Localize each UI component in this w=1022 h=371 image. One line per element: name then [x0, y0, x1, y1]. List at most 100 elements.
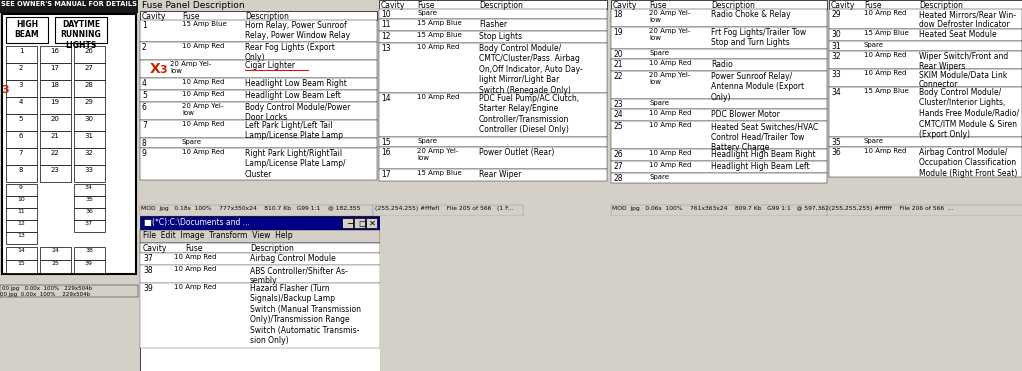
- Text: 10 Amp Red: 10 Amp Red: [864, 148, 907, 154]
- Text: 26: 26: [85, 48, 93, 54]
- Bar: [140, 102, 377, 120]
- Text: Heated Seat Module: Heated Seat Module: [919, 30, 996, 39]
- Bar: [379, 19, 607, 31]
- Text: 36: 36: [831, 148, 841, 157]
- Text: ■: ■: [143, 218, 151, 227]
- Text: 15 Amp Blue: 15 Amp Blue: [864, 30, 909, 36]
- Text: 30: 30: [85, 116, 93, 122]
- Bar: [140, 60, 377, 78]
- Bar: [611, 149, 827, 161]
- Text: 14: 14: [381, 94, 390, 103]
- Bar: [55, 17, 107, 43]
- Text: 8: 8: [142, 139, 147, 148]
- Bar: [74, 63, 105, 80]
- Bar: [829, 137, 1022, 147]
- Bar: [140, 11, 377, 20]
- Bar: [140, 120, 377, 138]
- Bar: [140, 265, 380, 283]
- Text: 18: 18: [50, 82, 59, 88]
- Bar: [40, 148, 71, 165]
- Text: Spare: Spare: [864, 42, 884, 48]
- Text: 10 Amp Red: 10 Amp Red: [864, 70, 907, 76]
- Text: 13: 13: [17, 233, 25, 238]
- Bar: [611, 109, 827, 121]
- Text: 10 Amp Red: 10 Amp Red: [649, 60, 691, 66]
- Text: 23: 23: [50, 167, 59, 173]
- Text: Cavity: Cavity: [613, 1, 638, 10]
- Text: 10: 10: [17, 197, 25, 202]
- Text: 10 Amp Red: 10 Amp Red: [182, 91, 225, 97]
- Text: 34: 34: [831, 88, 841, 97]
- Text: 10 Amp Red: 10 Amp Red: [649, 150, 691, 156]
- Text: Cavity: Cavity: [381, 1, 406, 10]
- Text: 6: 6: [18, 133, 24, 139]
- Bar: [611, 205, 827, 216]
- Text: Fuse: Fuse: [417, 1, 434, 10]
- Text: 38: 38: [143, 266, 152, 275]
- Bar: [140, 90, 377, 102]
- Text: 25: 25: [51, 261, 59, 266]
- Text: 26: 26: [613, 150, 622, 159]
- Text: 35: 35: [85, 197, 93, 202]
- Bar: [829, 147, 1022, 177]
- Bar: [611, 173, 827, 183]
- Text: 16: 16: [50, 48, 59, 54]
- Text: 31: 31: [85, 133, 93, 139]
- Text: 10 Amp Red: 10 Amp Red: [417, 44, 459, 50]
- Bar: [74, 131, 105, 148]
- Text: 3: 3: [18, 82, 24, 88]
- Text: 6: 6: [142, 103, 147, 112]
- Bar: [140, 253, 380, 265]
- Text: Body Control Module/
Cluster/Interior Lights,
Hands Free Module/Radio/
CMTC/ITM : Body Control Module/ Cluster/Interior Li…: [919, 88, 1019, 139]
- Bar: [829, 29, 1022, 41]
- Text: Flasher: Flasher: [479, 20, 507, 29]
- Bar: [40, 114, 71, 131]
- Text: 10 Amp Red: 10 Amp Red: [417, 94, 459, 100]
- Bar: [74, 114, 105, 131]
- Bar: [829, 69, 1022, 87]
- Text: (255,255,255) #ffffff    File 206 of 566  ...: (255,255,255) #ffffff File 206 of 566 ..…: [829, 206, 954, 211]
- Bar: [6, 196, 37, 208]
- Text: 28: 28: [613, 174, 622, 183]
- Bar: [74, 247, 105, 260]
- Bar: [611, 0, 827, 9]
- Bar: [829, 51, 1022, 69]
- Text: Rear Fog Lights (Export
Only): Rear Fog Lights (Export Only): [245, 43, 335, 62]
- Bar: [829, 0, 1022, 9]
- Text: 18: 18: [613, 10, 622, 19]
- Text: PDC Fuel Pump/AC Clutch,
Starter Relay/Engine
Controller/Transmission
Controller: PDC Fuel Pump/AC Clutch, Starter Relay/E…: [479, 94, 579, 134]
- Text: 15 Amp Blue: 15 Amp Blue: [417, 32, 462, 38]
- Bar: [74, 208, 105, 220]
- Text: 5: 5: [142, 91, 147, 100]
- Text: SKIM Module/Data Link
Connector: SKIM Module/Data Link Connector: [919, 70, 1008, 89]
- Bar: [611, 71, 827, 99]
- Bar: [0, 0, 138, 13]
- Text: Description: Description: [479, 1, 523, 10]
- Bar: [379, 43, 607, 93]
- Text: 1: 1: [18, 48, 24, 54]
- Bar: [40, 247, 71, 260]
- Bar: [6, 46, 37, 63]
- Text: Fuse: Fuse: [649, 1, 666, 10]
- Text: 10 Amp Red: 10 Amp Red: [649, 162, 691, 168]
- Text: 39: 39: [85, 261, 93, 266]
- Text: 00 jpg  0.00x  100%    229x504b: 00 jpg 0.00x 100% 229x504b: [0, 292, 90, 297]
- Text: 1: 1: [142, 21, 147, 30]
- Text: Hazard Flasher (Turn
Signals)/Backup Lamp
Switch (Manual Transmission
Only)/Tran: Hazard Flasher (Turn Signals)/Backup Lam…: [250, 284, 361, 345]
- Text: 15 Amp Blue: 15 Amp Blue: [417, 20, 462, 26]
- Bar: [40, 165, 71, 182]
- Text: Spare: Spare: [649, 174, 669, 180]
- Text: 15 Amp Blue: 15 Amp Blue: [182, 21, 227, 27]
- Bar: [611, 49, 827, 59]
- Text: Airbag Control Module/
Occupation Classification
Module (Right Front Seat): Airbag Control Module/ Occupation Classi…: [919, 148, 1017, 178]
- Text: 12: 12: [17, 221, 25, 226]
- Text: 00 jpg   0.00x  100%   229x504b: 00 jpg 0.00x 100% 229x504b: [2, 286, 92, 291]
- Text: 20 Amp Yel-
low: 20 Amp Yel- low: [417, 148, 459, 161]
- Text: 35: 35: [831, 138, 841, 147]
- Text: 4: 4: [142, 79, 147, 88]
- Text: 36: 36: [85, 209, 93, 214]
- Bar: [6, 208, 37, 220]
- Text: 20 Amp Yel-
low: 20 Amp Yel- low: [170, 61, 212, 74]
- Bar: [379, 93, 607, 137]
- Bar: [74, 220, 105, 232]
